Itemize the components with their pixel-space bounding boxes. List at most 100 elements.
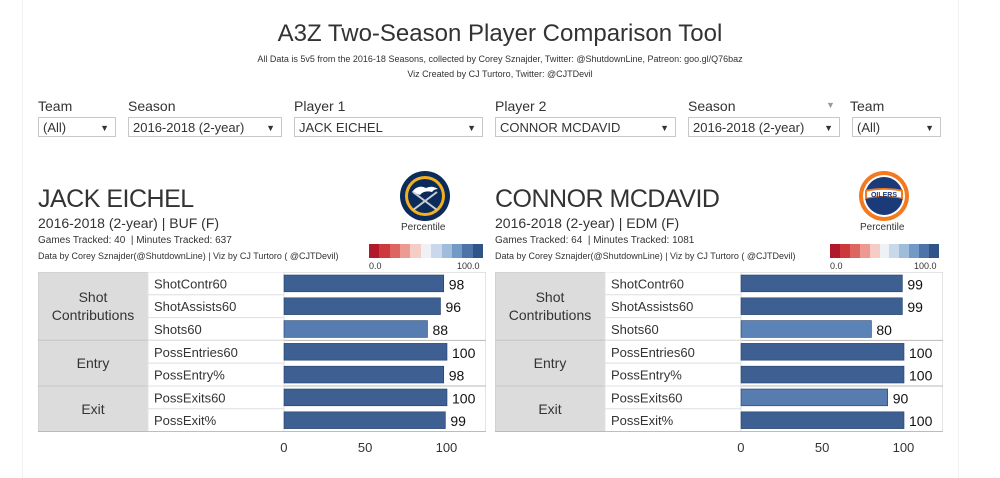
percentile-bar[interactable] — [740, 320, 872, 338]
filter-label-player-2: Player 2 — [495, 98, 547, 114]
percentile-bar[interactable] — [740, 274, 903, 293]
team-2-dropdown[interactable]: (All) ▼ — [852, 117, 941, 137]
bar-value-label: 90 — [893, 390, 909, 406]
player-2-name: CONNOR MCDAVID — [495, 185, 720, 213]
metric-label: PossExit% — [611, 413, 674, 428]
sabres-logo-icon — [400, 171, 450, 221]
legend-color-swatch — [462, 244, 473, 258]
x-axis-tick-label: 50 — [357, 440, 373, 455]
chevron-down-icon: ▼ — [824, 123, 833, 133]
group-label: Exit — [81, 401, 104, 417]
player-2-credit: Data by Corey Sznajder(@ShutdownLine) | … — [495, 251, 796, 261]
percentile-bar[interactable] — [283, 411, 446, 429]
bar-value-label: 99 — [450, 413, 466, 429]
bar-value-label: 100 — [452, 345, 476, 361]
bar-value-label: 99 — [907, 276, 923, 292]
season-1-dropdown[interactable]: 2016-2018 (2-year) ▼ — [128, 117, 282, 137]
legend-color-swatch — [909, 244, 920, 258]
oilers-logo-icon: OILERS — [859, 171, 909, 221]
bar-value-label: 100 — [909, 413, 933, 429]
legend-color-swatch — [369, 244, 380, 258]
legend-color-swatch — [929, 244, 939, 258]
legend-color-swatch — [869, 244, 880, 258]
filter-menu-icon[interactable]: ▼ — [826, 100, 835, 110]
legend-color-swatch — [472, 244, 483, 258]
legend-color-swatch — [389, 244, 401, 258]
filter-label-season-1: Season — [128, 98, 176, 114]
player-2-season-team: 2016-2018 (2-year) | EDM (F) — [495, 215, 680, 231]
percentile-bar[interactable] — [740, 343, 905, 361]
percentile-bar[interactable] — [283, 274, 445, 293]
team-1-dropdown[interactable]: (All) ▼ — [38, 117, 116, 137]
player-2-dropdown[interactable]: CONNOR MCDAVID ▼ — [495, 117, 676, 137]
legend-color-swatch — [859, 244, 870, 258]
legend-max-label: 100.0 — [457, 261, 480, 271]
percentile-bar[interactable] — [740, 388, 888, 407]
player-1-season-team: 2016-2018 (2-year) | BUF (F) — [38, 215, 220, 231]
percentile-legend — [369, 244, 483, 258]
percentile-bar[interactable] — [283, 320, 428, 338]
bar-value-label: 99 — [907, 299, 923, 315]
metric-label: Shots60 — [611, 322, 659, 337]
player-2-percentile-chart: Shot Contributions ShotContr60 99 ShotAssist… — [495, 272, 943, 432]
group-label: Entry — [77, 355, 110, 371]
metric-label: ShotContr60 — [611, 276, 684, 291]
legend-label: Percentile — [401, 222, 446, 233]
page-subtitle-data-source: All Data is 5v5 from the 2016-18 Seasons… — [257, 54, 743, 64]
legend-color-swatch — [410, 244, 421, 258]
player-1-credit: Data by Corey Sznajder(@ShutdownLine) | … — [38, 251, 339, 261]
chevron-down-icon: ▼ — [100, 123, 109, 133]
percentile-bar[interactable] — [740, 411, 905, 429]
legend-max-label: 100.0 — [914, 261, 937, 271]
group-label: Entry — [534, 355, 567, 371]
percentile-bar[interactable] — [740, 365, 905, 384]
metric-label: PossEntries60 — [611, 345, 695, 360]
group-label: Exit — [538, 401, 561, 417]
chevron-down-icon: ▼ — [660, 123, 669, 133]
page-subtitle-viz-credit: Viz Created by CJ Turtoro, Twitter: @CJT… — [407, 69, 593, 79]
bar-value-label: 98 — [449, 368, 465, 384]
season-1-dropdown-value: 2016-2018 (2-year) — [133, 120, 245, 135]
metric-label: PossExits60 — [154, 390, 226, 405]
season-2-dropdown[interactable]: 2016-2018 (2-year) ▼ — [688, 117, 840, 137]
group-header-cell — [495, 272, 606, 341]
page-title: A3Z Two-Season Player Comparison Tool — [277, 20, 723, 47]
percentile-bar[interactable] — [283, 297, 441, 315]
group-label: Shot — [79, 289, 108, 305]
legend-color-swatch — [919, 244, 930, 258]
season-2-dropdown-value: 2016-2018 (2-year) — [693, 120, 805, 135]
percentile-bar[interactable] — [740, 297, 903, 315]
player-2-dropdown-value: CONNOR MCDAVID — [500, 120, 621, 135]
group-label: Contributions — [52, 307, 135, 323]
bar-value-label: 100 — [909, 368, 933, 384]
bar-value-label: 88 — [432, 322, 448, 338]
percentile-bar[interactable] — [283, 365, 445, 384]
filter-label-team-2: Team — [850, 98, 885, 114]
group-label: Shot — [536, 289, 565, 305]
legend-label: Percentile — [860, 222, 905, 233]
legend-color-swatch — [849, 244, 860, 258]
group-header-cell — [38, 272, 149, 341]
legend-min-label: 0.0 — [369, 261, 382, 271]
chevron-down-icon: ▼ — [467, 123, 476, 133]
legend-color-swatch — [441, 244, 452, 258]
player-1-dropdown-value: JACK EICHEL — [299, 120, 383, 135]
percentile-bar[interactable] — [283, 388, 448, 407]
legend-color-swatch — [879, 244, 890, 258]
bar-value-label: 98 — [449, 276, 465, 292]
filter-label-player-1: Player 1 — [294, 98, 346, 114]
x-axis-tick-label: 0 — [737, 440, 745, 455]
legend-color-swatch — [889, 244, 900, 258]
metric-label: PossEntries60 — [154, 345, 238, 360]
filter-label-team-1: Team — [38, 98, 73, 114]
chevron-down-icon: ▼ — [266, 123, 275, 133]
bar-value-label: 96 — [445, 299, 461, 315]
chevron-down-icon: ▼ — [925, 123, 934, 133]
percentile-bar[interactable] — [283, 343, 448, 361]
legend-color-swatch — [839, 244, 850, 258]
x-axis-tick-label: 50 — [814, 440, 830, 455]
legend-color-swatch — [400, 244, 411, 258]
x-axis-tick-label: 0 — [280, 440, 288, 455]
x-axis-tick-label: 100 — [435, 440, 458, 455]
player-1-dropdown[interactable]: JACK EICHEL ▼ — [294, 117, 483, 137]
